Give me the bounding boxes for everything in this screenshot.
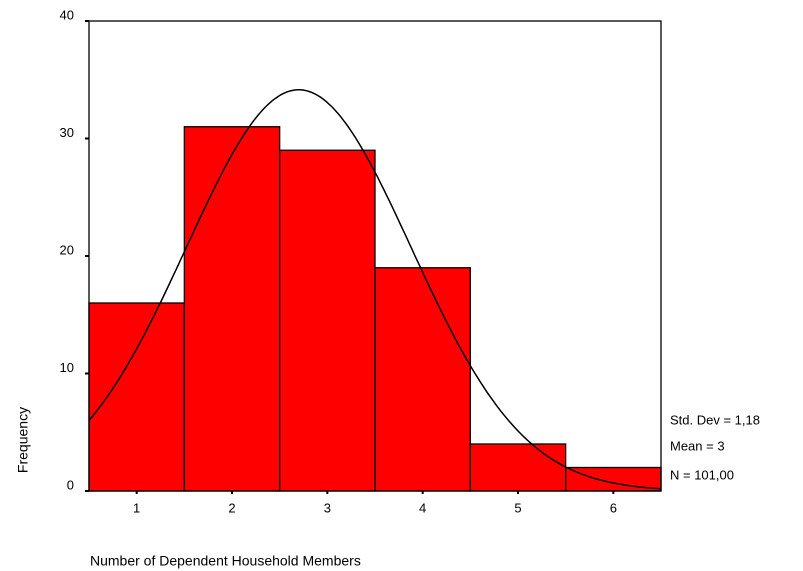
normal-curve <box>88 89 662 490</box>
y-tick-label: 30 <box>60 125 74 140</box>
x-tick-label: 5 <box>514 500 521 515</box>
bar <box>279 149 376 492</box>
y-tick-label: 0 <box>67 477 74 492</box>
stat-label: Std. Dev = 1,18 <box>670 412 760 427</box>
y-tick-label: 40 <box>60 7 74 22</box>
x-axis-title: Number of Dependent Household Members <box>90 553 361 569</box>
bar <box>183 126 281 492</box>
x-tick-label: 2 <box>228 500 235 515</box>
x-tick-label: 1 <box>133 500 140 515</box>
x-tick-label: 6 <box>610 500 617 515</box>
stat-label: Mean = 3 <box>670 438 725 453</box>
x-tick-label: 4 <box>419 500 426 515</box>
y-axis-title: Frequency <box>15 407 31 473</box>
bar <box>469 443 567 492</box>
x-tick-label: 3 <box>324 500 331 515</box>
bar <box>88 302 185 492</box>
y-tick-label: 10 <box>60 360 74 375</box>
plot-border <box>88 20 662 492</box>
y-tick-label: 20 <box>60 242 74 257</box>
stat-label: N = 101,00 <box>670 467 734 482</box>
bar <box>374 267 471 492</box>
